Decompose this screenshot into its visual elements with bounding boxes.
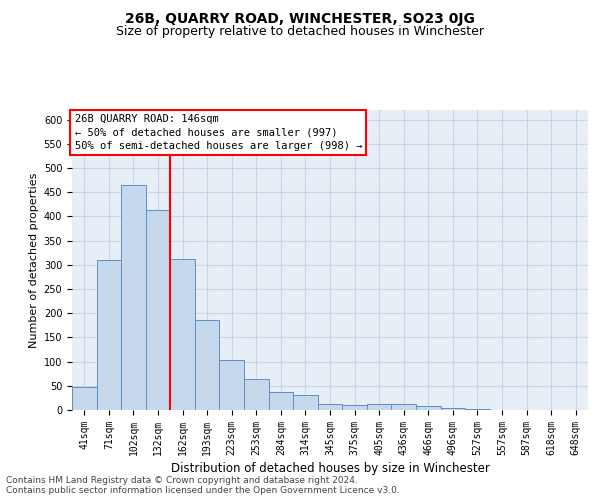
Bar xyxy=(416,406,440,410)
X-axis label: Distribution of detached houses by size in Winchester: Distribution of detached houses by size … xyxy=(170,462,490,475)
Bar xyxy=(170,258,195,410)
Bar xyxy=(318,404,342,410)
Bar xyxy=(244,378,269,410)
Text: 26B QUARRY ROAD: 146sqm
← 50% of detached houses are smaller (997)
50% of semi-d: 26B QUARRY ROAD: 146sqm ← 50% of detache… xyxy=(74,114,362,151)
Bar xyxy=(342,405,367,410)
Bar xyxy=(72,388,97,410)
Bar xyxy=(146,210,170,410)
Bar xyxy=(465,408,490,410)
Bar xyxy=(121,185,146,410)
Text: Contains HM Land Registry data © Crown copyright and database right 2024.: Contains HM Land Registry data © Crown c… xyxy=(6,476,358,485)
Bar xyxy=(220,360,244,410)
Text: 26B, QUARRY ROAD, WINCHESTER, SO23 0JG: 26B, QUARRY ROAD, WINCHESTER, SO23 0JG xyxy=(125,12,475,26)
Y-axis label: Number of detached properties: Number of detached properties xyxy=(29,172,40,348)
Bar xyxy=(440,408,465,410)
Bar xyxy=(195,320,220,410)
Text: Contains public sector information licensed under the Open Government Licence v3: Contains public sector information licen… xyxy=(6,486,400,495)
Text: Size of property relative to detached houses in Winchester: Size of property relative to detached ho… xyxy=(116,25,484,38)
Bar xyxy=(97,260,121,410)
Bar xyxy=(367,404,391,410)
Bar xyxy=(269,392,293,410)
Bar xyxy=(293,394,318,410)
Bar xyxy=(391,404,416,410)
